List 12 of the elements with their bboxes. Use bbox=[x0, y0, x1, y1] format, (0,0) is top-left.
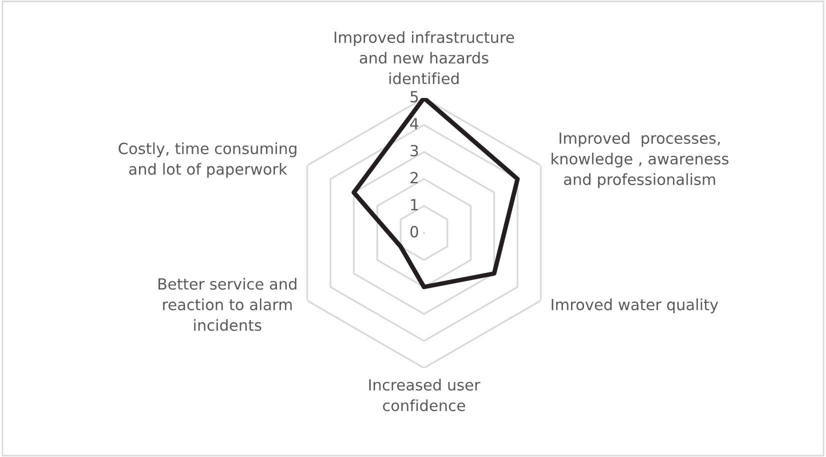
spoke-label: Increased user confidence bbox=[369, 378, 480, 412]
y-tick-label: 2 bbox=[410, 172, 418, 184]
y-tick-label: 0 bbox=[410, 226, 418, 238]
spoke-label: Costly, time consuming and lot of paperwork bbox=[118, 142, 296, 178]
spoke-label: Better service and reaction to alarm incidents bbox=[158, 278, 296, 331]
spoke-label: Improved infrastructure and new hazards identified bbox=[334, 31, 514, 84]
y-tick-label: 5 bbox=[410, 91, 418, 102]
spoke-label: Improved processes, knowledge , awareness and professionalism bbox=[552, 132, 728, 188]
y-tick-label: 4 bbox=[410, 118, 418, 130]
y-tick-label: 1 bbox=[411, 199, 418, 210]
spoke-label: Imroved water quality bbox=[552, 298, 718, 314]
y-tick-label: 3 bbox=[410, 144, 418, 156]
